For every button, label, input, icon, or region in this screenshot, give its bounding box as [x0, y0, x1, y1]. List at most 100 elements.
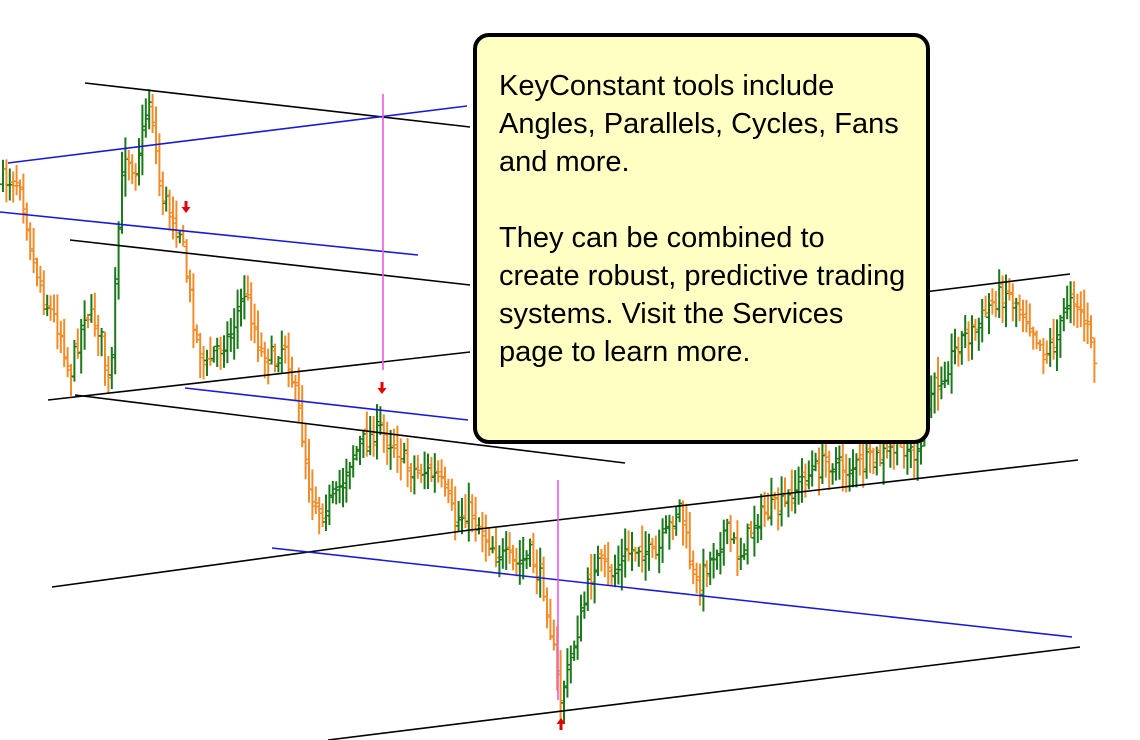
up-bar	[962, 315, 969, 348]
up-bar	[676, 499, 683, 523]
up-bar	[591, 553, 598, 604]
down-bar	[482, 514, 489, 562]
parallel-line	[0, 211, 419, 256]
down-bar	[1020, 299, 1026, 333]
down-bar	[272, 343, 278, 373]
up-bar	[564, 648, 571, 698]
up-bar	[659, 518, 666, 563]
down-bar	[414, 455, 421, 479]
up-bar	[523, 550, 530, 570]
up-bar	[996, 269, 1003, 318]
up-bar	[503, 531, 510, 570]
down-bar	[486, 527, 493, 557]
up-bar	[238, 288, 244, 327]
up-bar	[465, 482, 472, 542]
down-bar	[826, 450, 833, 490]
down-bar	[697, 563, 703, 606]
down-bar	[404, 438, 411, 488]
up-bar	[98, 328, 105, 357]
down-bar	[299, 385, 306, 448]
up-bar	[343, 458, 350, 503]
parallel-line	[271, 547, 1073, 638]
down-bar	[442, 466, 448, 497]
angle-line	[69, 239, 471, 286]
up-bar	[142, 98, 149, 138]
down-bar	[506, 532, 513, 564]
down-bar	[370, 415, 377, 457]
down-bar	[74, 328, 81, 359]
drawing-tool-lines	[0, 82, 1081, 740]
down-bar	[533, 549, 540, 595]
down-bar	[992, 291, 999, 318]
up-bar	[139, 104, 146, 176]
down-bar	[54, 294, 61, 350]
arrow-up-marker	[556, 718, 566, 730]
down-bar	[34, 257, 40, 287]
up-bar	[612, 554, 618, 588]
down-bar	[261, 341, 268, 379]
up-bar	[751, 505, 758, 557]
up-bar	[1064, 285, 1071, 320]
down-bar	[469, 494, 476, 533]
up-bar	[812, 452, 819, 472]
up-bar	[952, 328, 958, 365]
callout-paragraph-systems: They can be combined to create robust, p…	[499, 222, 906, 368]
up-bar	[622, 528, 629, 578]
down-bar	[530, 532, 537, 574]
down-bar	[788, 469, 795, 512]
down-bar	[255, 310, 261, 362]
down-bar	[669, 515, 676, 541]
down-bar	[1030, 326, 1037, 350]
down-bar	[207, 336, 214, 366]
up-bar	[71, 339, 78, 382]
down-bar	[61, 318, 68, 368]
info-callout: KeyConstant tools include Angles, Parall…	[473, 33, 930, 444]
down-bar	[438, 459, 445, 488]
down-bar	[1016, 294, 1023, 322]
down-bar	[418, 463, 425, 484]
up-bar	[520, 537, 527, 580]
up-bar	[387, 429, 394, 470]
down-bar	[125, 150, 132, 181]
down-bar	[649, 537, 656, 558]
up-bar	[656, 529, 663, 574]
angle-line	[469, 459, 1079, 531]
up-bar	[1047, 328, 1054, 367]
down-bar	[306, 438, 312, 503]
down-bar	[510, 544, 516, 571]
up-bar	[795, 466, 802, 505]
up-bar	[833, 447, 839, 481]
up-bar	[146, 89, 153, 130]
down-bar	[187, 269, 193, 303]
down-bar	[68, 363, 74, 396]
up-bar	[829, 463, 836, 485]
up-bar	[768, 477, 775, 526]
up-bar	[969, 315, 975, 360]
down-bar	[251, 303, 258, 344]
down-bar	[302, 423, 309, 480]
ohlc-bars	[0, 89, 1098, 723]
down-bar	[860, 438, 867, 488]
down-bar	[550, 619, 557, 651]
up-bar	[1060, 298, 1067, 332]
down-bar	[91, 292, 98, 337]
down-bar	[37, 265, 44, 293]
down-bar	[10, 171, 17, 203]
down-bar	[727, 515, 734, 553]
up-bar	[979, 298, 986, 343]
down-bar	[64, 347, 71, 378]
down-bar	[693, 562, 700, 594]
down-bar	[513, 547, 520, 577]
down-bar	[23, 202, 30, 241]
up-bar	[6, 168, 13, 201]
down-bar	[1081, 289, 1088, 342]
down-bar	[690, 550, 697, 585]
angle-line	[327, 646, 1081, 740]
down-bar	[391, 428, 397, 458]
down-bar	[316, 496, 323, 535]
down-bar	[839, 439, 846, 492]
down-bar	[309, 469, 316, 521]
up-bar	[234, 289, 241, 349]
up-bar	[278, 330, 285, 373]
angle-line	[51, 529, 471, 588]
